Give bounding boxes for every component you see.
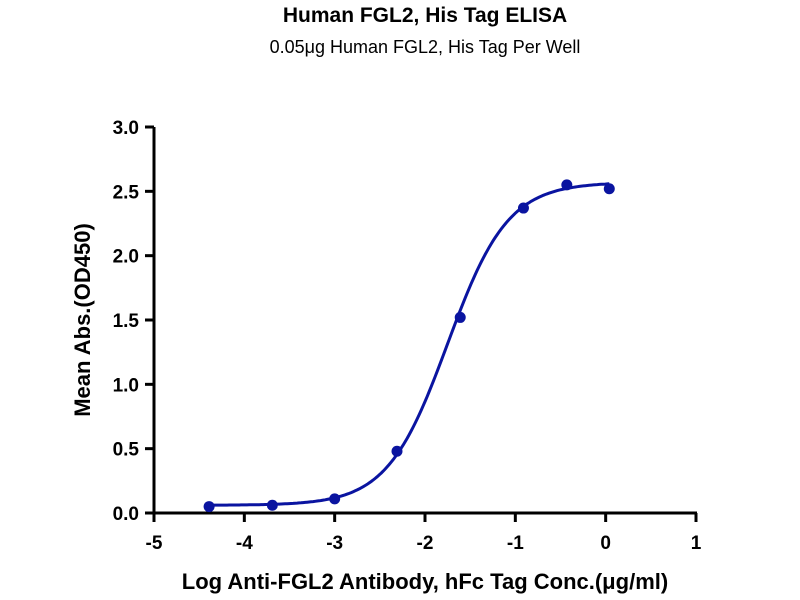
y-tick-label: 1.5 (113, 311, 140, 332)
y-axis-label: Mean Abs.(OD450) (70, 223, 95, 417)
data-point (517, 202, 529, 214)
axes: -5 -4 -3 -2 -1 0 1 0.0 0.5 1.0 1.5 2.0 2.5 3.0 (113, 118, 702, 554)
data-point (561, 179, 573, 191)
data-point (603, 183, 615, 195)
fit-curve (209, 182, 610, 507)
x-tick-label: -4 (236, 533, 253, 554)
chart-subtitle: 0.05μg Human FGL2, His Tag Per Well (270, 37, 581, 57)
data-point (203, 501, 215, 513)
y-tick-label: 2.0 (113, 247, 139, 268)
x-tick-label: 1 (691, 533, 702, 554)
x-axis-label: Log Anti-FGL2 Antibody, hFc Tag Conc.(μg… (182, 569, 668, 594)
x-tick-label: -2 (417, 533, 434, 554)
y-tick-label: 3.0 (113, 118, 139, 139)
y-tick-label: 2.5 (113, 182, 140, 203)
data-points (203, 179, 615, 513)
y-tick-label: 1.0 (113, 375, 139, 396)
x-tick-label: 0 (600, 533, 611, 554)
x-tick-label: -5 (146, 533, 163, 554)
data-point (329, 493, 341, 505)
data-point (391, 445, 403, 457)
data-point (454, 311, 466, 323)
y-tick-label: 0.0 (113, 504, 139, 525)
data-point (266, 499, 278, 511)
x-tick-label: -1 (507, 533, 524, 554)
chart-title: Human FGL2, His Tag ELISA (283, 4, 567, 27)
y-tick-label: 0.5 (113, 440, 140, 461)
x-tick-label: -3 (326, 533, 343, 554)
